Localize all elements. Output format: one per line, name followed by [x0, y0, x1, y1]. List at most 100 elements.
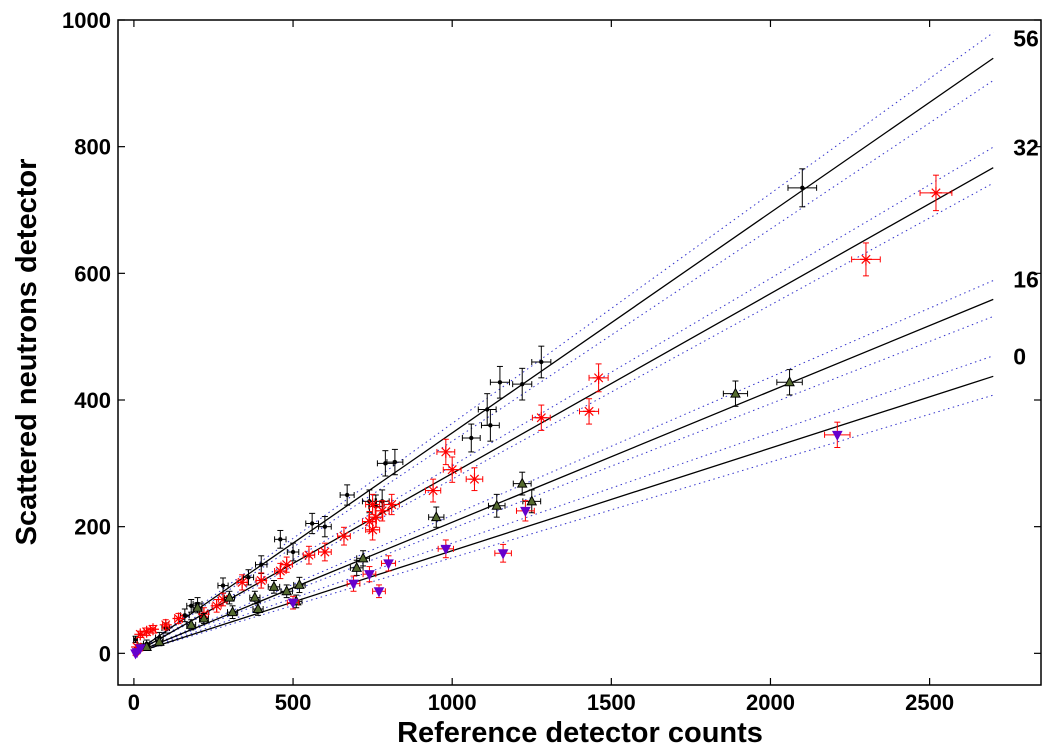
data-point [255, 572, 268, 589]
data-point [226, 605, 239, 619]
point-marker [290, 549, 296, 555]
data-point [436, 438, 456, 466]
data-point [851, 242, 881, 277]
point-marker [236, 576, 249, 589]
point-marker [192, 601, 203, 612]
fit-line [133, 167, 994, 654]
data-point [223, 590, 235, 605]
point-marker [730, 387, 741, 398]
data-point [776, 369, 803, 396]
data-point [210, 599, 223, 613]
y-tick-label: 0 [99, 641, 111, 666]
point-marker [516, 477, 528, 488]
data-point [267, 580, 281, 594]
data-point [346, 575, 361, 592]
point-marker [364, 570, 375, 581]
data-point [286, 595, 300, 610]
data-point [512, 471, 532, 496]
point-marker [220, 583, 226, 588]
point-marker [526, 495, 538, 506]
data-point [305, 512, 320, 535]
point-marker [520, 506, 531, 517]
point-marker [182, 613, 188, 618]
point-marker [322, 524, 328, 529]
point-marker [210, 599, 223, 612]
plot-area [117, 19, 1042, 686]
data-point [198, 612, 210, 625]
point-marker [491, 499, 503, 510]
data-point [362, 566, 377, 583]
point-marker [287, 598, 299, 609]
point-marker [539, 359, 544, 365]
data-point [274, 562, 287, 580]
point-marker [929, 186, 942, 199]
fit-line [133, 298, 994, 654]
point-marker [130, 649, 141, 660]
data-point [361, 510, 377, 533]
point-marker [385, 498, 398, 511]
point-marker [427, 484, 440, 497]
axis-ticks: 0 500 1000 1500 2000 2500 0 200 400 600 800 1000 [62, 8, 1041, 715]
data-point [172, 612, 185, 625]
data-point [531, 345, 552, 379]
data-point [280, 556, 293, 573]
data-point [461, 423, 481, 453]
point-marker [217, 593, 230, 606]
data-point [588, 363, 609, 393]
confidence-band-line [133, 32, 994, 654]
series-labels: 56 32 16 0 [1013, 25, 1039, 369]
point-marker [446, 463, 459, 476]
point-marker [318, 546, 331, 558]
point-marker [373, 587, 385, 598]
point-marker [351, 561, 363, 572]
data-point [185, 618, 197, 631]
point-marker [497, 380, 503, 385]
data-point [487, 493, 506, 518]
point-marker [469, 435, 474, 441]
data-point [293, 576, 306, 594]
confidence-band-line [133, 80, 994, 654]
data-point [130, 649, 141, 660]
data-point [318, 542, 332, 562]
point-marker [800, 185, 805, 191]
y-tick-label: 800 [74, 135, 111, 160]
data-point [494, 543, 512, 563]
data-point [236, 574, 249, 591]
point-marker [784, 376, 795, 387]
data-point [383, 493, 400, 516]
point-marker [383, 559, 394, 570]
point-marker [280, 558, 293, 571]
point-marker [252, 602, 264, 613]
point-marker [859, 253, 872, 266]
x-tick-label: 1000 [428, 690, 477, 715]
data-point [722, 380, 749, 407]
data-point [522, 489, 542, 514]
point-marker [440, 544, 452, 555]
point-marker [302, 549, 315, 562]
point-marker [831, 430, 843, 441]
x-axis-title: Reference detector counts [397, 717, 763, 749]
data-point [365, 493, 381, 516]
point-marker [274, 565, 287, 577]
series-label: 56 [1013, 25, 1039, 51]
point-marker [497, 549, 509, 560]
fit-line [133, 375, 994, 654]
point-marker [357, 552, 369, 563]
data-point [919, 174, 953, 212]
data-point [154, 635, 165, 647]
data-point [428, 506, 445, 528]
data-point [515, 500, 535, 522]
point-marker [535, 411, 548, 424]
data-point [376, 450, 394, 477]
data-point [437, 539, 454, 559]
x-tick-label: 0 [128, 690, 140, 715]
confidence-band-line [133, 182, 994, 654]
point-marker [363, 515, 376, 528]
point-marker [376, 504, 389, 517]
data-points [130, 168, 953, 660]
y-tick-label: 1000 [62, 8, 111, 33]
data-point [134, 628, 147, 641]
point-marker [592, 371, 605, 384]
data-point [381, 555, 397, 572]
